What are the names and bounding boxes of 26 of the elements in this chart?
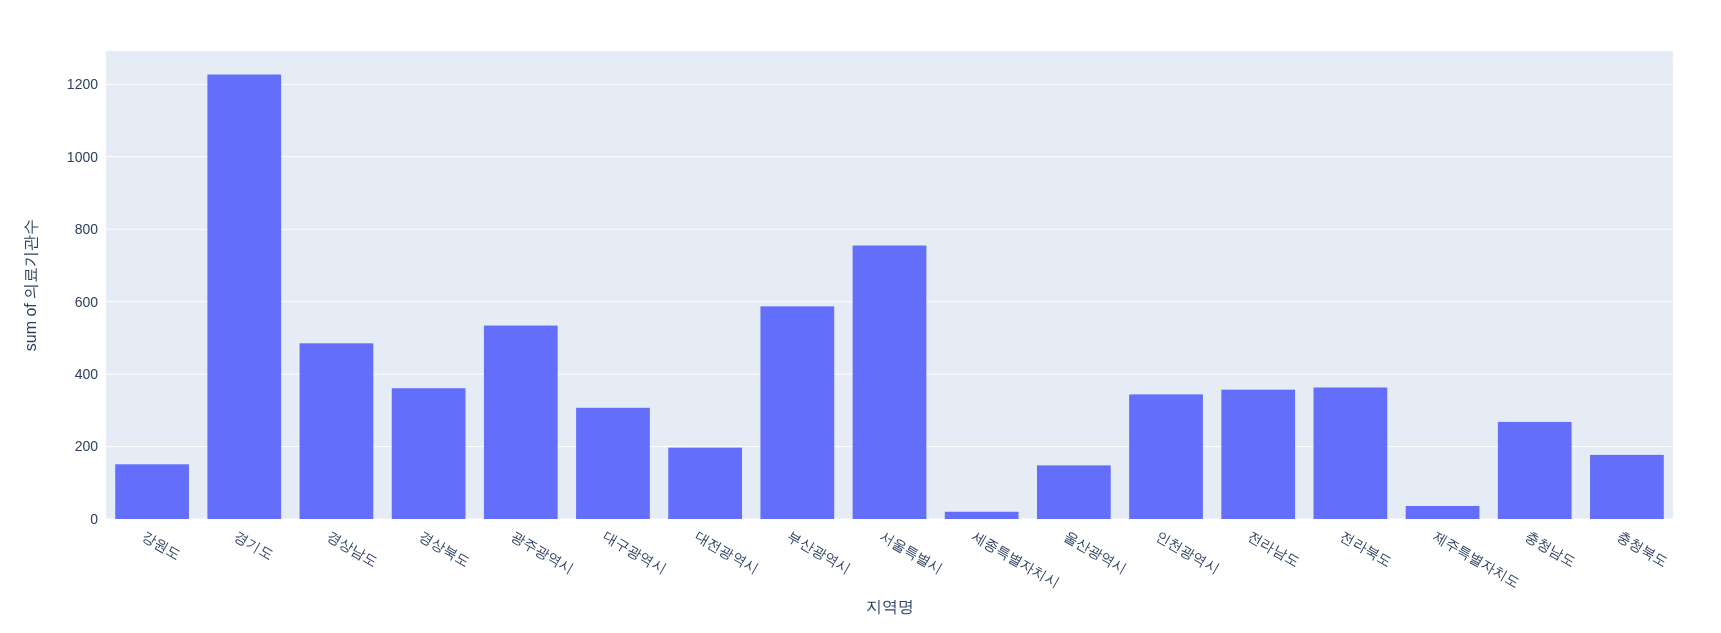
bar xyxy=(852,245,927,519)
bar xyxy=(668,447,743,519)
bar xyxy=(576,407,650,519)
bar xyxy=(1129,394,1203,519)
y-tick-label: 400 xyxy=(74,366,99,383)
y-tick-label: 600 xyxy=(74,293,99,310)
bar xyxy=(1590,454,1664,519)
y-axis-title: sum of 의료기관수 xyxy=(22,218,39,352)
bar xyxy=(1036,465,1111,519)
y-tick-label: 200 xyxy=(74,438,99,455)
bar xyxy=(299,343,374,519)
bar xyxy=(207,74,282,519)
bar xyxy=(760,306,835,519)
bar xyxy=(483,325,558,519)
x-axis-title: 지역명 xyxy=(865,598,914,615)
y-tick-label: 0 xyxy=(90,510,99,527)
bar xyxy=(1405,505,1480,519)
y-tick-label: 1000 xyxy=(66,148,99,165)
bar xyxy=(1221,389,1296,519)
bar xyxy=(115,464,189,519)
y-tick-label: 1200 xyxy=(66,76,99,93)
bar xyxy=(1313,387,1388,519)
bar xyxy=(1497,421,1572,519)
bar xyxy=(944,511,1019,519)
bar xyxy=(391,388,466,519)
y-tick-label: 800 xyxy=(74,221,99,238)
